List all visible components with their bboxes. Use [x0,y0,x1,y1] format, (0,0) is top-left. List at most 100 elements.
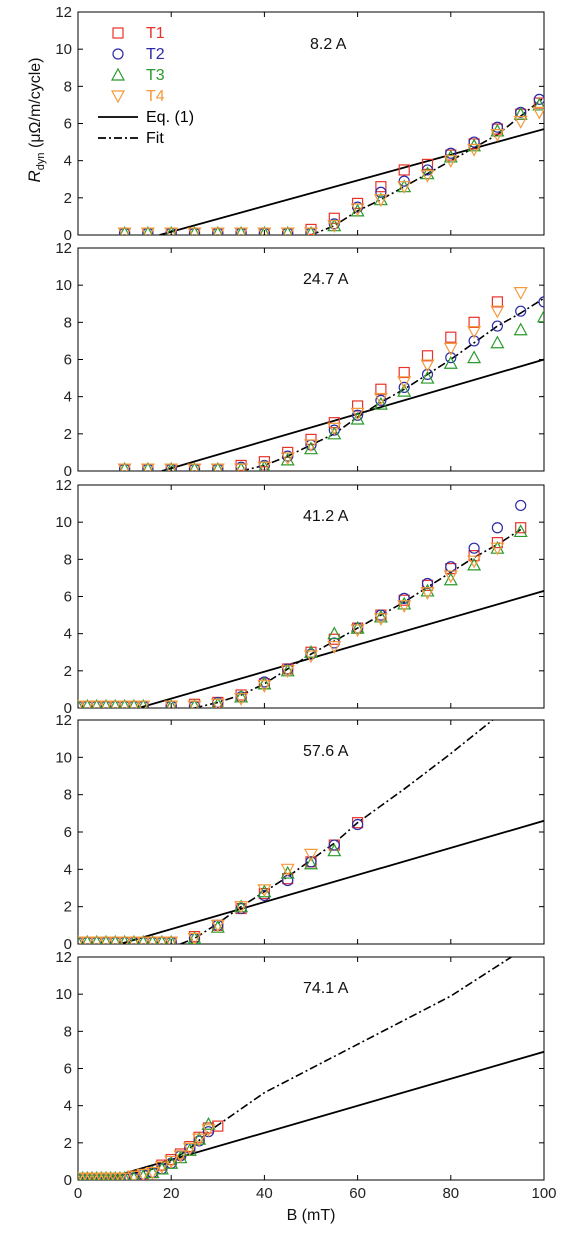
y-tick-label: 10 [55,986,72,1003]
y-axis-symbol: R [25,170,44,182]
panel-current-label: 74.1 A [303,980,349,997]
point-t4 [187,932,202,944]
panel-current-label: 8.2 A [310,36,347,53]
point-t3 [257,676,272,690]
point-t4 [420,359,435,373]
point-t1 [491,296,503,308]
panel-2: 0 2 4 6 8 10 12 24.7 A [55,240,545,480]
point-t4 [303,848,319,862]
point-t4 [257,884,272,898]
point-t4 [164,463,179,471]
point-t3 [280,865,295,879]
legend-label-t1: T1 [146,25,165,42]
point-t4 [98,700,113,708]
point-t4 [257,227,272,235]
y-tick-label: 6 [64,352,72,369]
series-t4 [78,1124,216,1180]
point-t4 [117,227,132,235]
point-t4 [187,227,202,235]
series-t4 [78,848,319,944]
point-t3 [443,572,458,586]
point-t4 [350,203,365,217]
point-t4 [467,326,482,339]
point-t4 [420,587,435,601]
series-t1 [118,296,503,471]
panel-current-label: 57.6 A [303,743,349,760]
y-tick-label: 8 [64,1023,72,1040]
point-t1 [375,181,387,193]
point-t1 [398,366,410,379]
point-t4 [140,227,155,235]
point-t4 [164,700,179,708]
plot-area [78,720,544,944]
point-t2 [352,818,364,831]
point-t2 [282,450,294,462]
y-tick-label: 6 [64,824,72,841]
y-tick-label: 4 [64,861,72,878]
x-tick-label: 60 [349,1185,366,1202]
point-t3 [513,524,528,538]
point-t4 [234,901,249,914]
point-t4 [257,461,272,471]
series-t2 [78,499,527,708]
y-tick-label: 2 [64,899,72,916]
point-t4 [136,700,151,708]
point-t2 [352,201,364,213]
point-t2 [78,936,84,944]
point-t4 [140,463,155,471]
y-tick-label: 12 [55,4,72,21]
point-t1 [421,350,434,362]
point-t4 [154,1161,169,1175]
y-tick-label: 12 [55,949,72,966]
y-tick-label: 10 [55,41,72,58]
point-t4 [117,1172,132,1180]
fit-line [310,96,544,235]
point-t3 [443,355,458,369]
fit-line [240,297,544,471]
point-t4 [108,936,123,944]
point-t4 [443,342,458,356]
point-t2 [78,1172,84,1180]
series-t2 [78,818,364,944]
y-tick-label: 6 [64,116,72,133]
point-t4 [327,220,342,233]
point-t4 [154,936,169,944]
point-t3 [467,557,482,571]
y-tick-label: 2 [64,663,72,680]
series-t4 [78,542,505,708]
point-t2 [328,839,340,851]
point-t2 [421,368,434,380]
point-t4 [145,936,160,944]
point-t3 [467,350,482,364]
point-t2 [515,305,527,317]
x-tick-label: 40 [256,1185,273,1202]
y-tick-label: 6 [64,589,72,606]
panel-1: 0 2 4 6 8 10 12 8.2 A [55,4,545,244]
point-t2 [445,561,457,573]
point-t4 [126,1170,141,1180]
point-t1 [468,316,480,328]
point-t1 [421,158,434,170]
point-t4 [490,305,505,319]
point-t3 [303,644,319,658]
point-t2 [445,147,457,159]
point-t3 [373,396,388,410]
y-tick-label: 4 [64,1098,72,1115]
point-t4 [80,700,95,708]
legend: T1 T2 T3 T4 Eq. (1) Fit [98,25,194,147]
point-t4 [532,106,544,120]
point-t2 [398,592,410,604]
series-t1 [78,522,527,708]
point-t1 [328,212,340,224]
y-tick-label: 4 [64,626,72,643]
point-t4 [280,452,295,466]
plot-area [117,287,544,471]
point-t4 [173,1150,188,1164]
point-t4 [126,936,141,944]
y-axis-title: Rdyn (μΩ/m/cycle) [25,58,47,183]
point-t4 [117,700,132,708]
point-t4 [280,863,295,877]
series-t3 [119,309,544,471]
point-t4 [234,693,249,706]
point-t4 [303,650,319,664]
